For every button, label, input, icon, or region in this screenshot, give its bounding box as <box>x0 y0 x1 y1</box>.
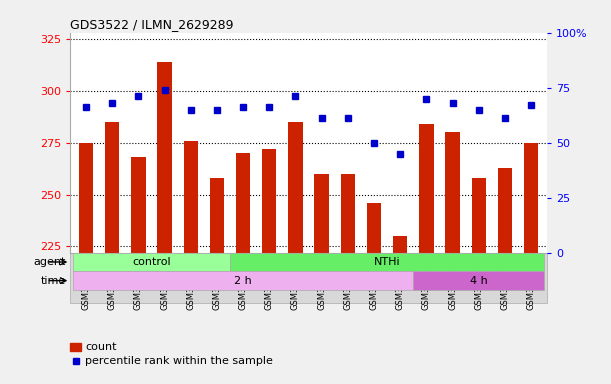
Bar <box>262 149 276 253</box>
Text: time: time <box>40 276 65 286</box>
Bar <box>472 178 486 253</box>
Bar <box>105 122 119 253</box>
Bar <box>79 143 93 253</box>
Bar <box>131 157 145 253</box>
Bar <box>498 167 512 253</box>
Bar <box>315 174 329 253</box>
Text: GDS3522 / ILMN_2629289: GDS3522 / ILMN_2629289 <box>70 18 234 31</box>
Text: agent: agent <box>33 257 65 267</box>
Bar <box>367 203 381 253</box>
Bar <box>230 253 544 271</box>
Bar <box>73 253 230 271</box>
Text: 2 h: 2 h <box>234 276 252 286</box>
Text: control: control <box>132 257 170 267</box>
Bar <box>210 178 224 253</box>
Bar <box>158 62 172 253</box>
Bar <box>236 153 251 253</box>
Bar <box>288 122 302 253</box>
Bar <box>393 236 408 253</box>
Bar <box>73 271 413 290</box>
Bar <box>445 132 459 253</box>
Text: 4 h: 4 h <box>470 276 488 286</box>
Bar <box>341 174 355 253</box>
Text: count: count <box>85 342 117 352</box>
Bar <box>183 141 198 253</box>
Bar <box>524 143 538 253</box>
Bar <box>413 271 544 290</box>
Text: NTHi: NTHi <box>374 257 400 267</box>
Bar <box>419 124 434 253</box>
Text: percentile rank within the sample: percentile rank within the sample <box>85 356 273 366</box>
